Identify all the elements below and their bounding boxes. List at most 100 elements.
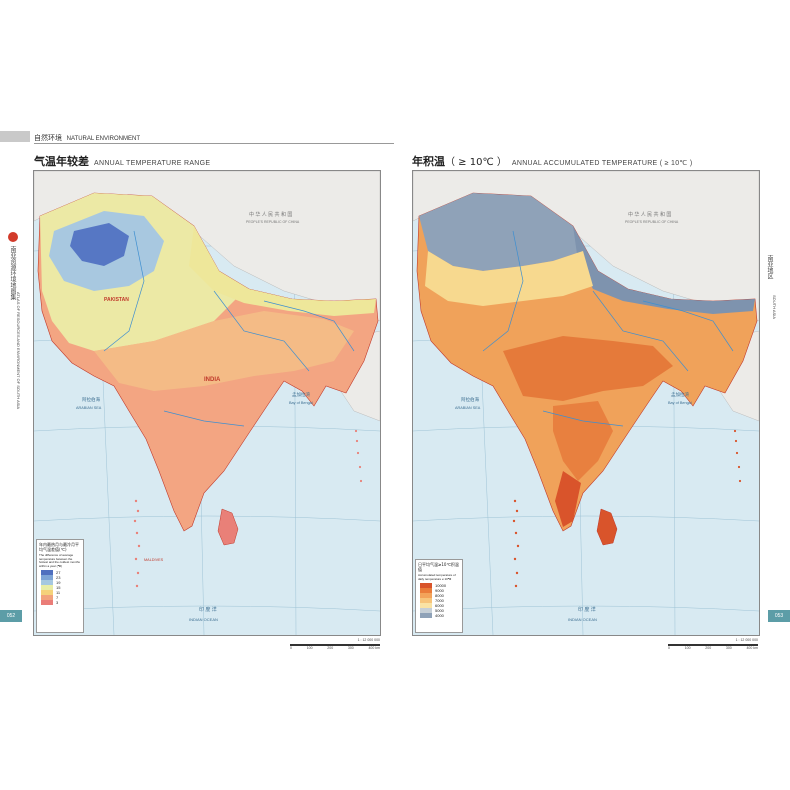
- right-legend-value: 5000: [435, 608, 444, 614]
- right-legend-value: 8000: [435, 593, 444, 599]
- label-arabian-en: ARABIAN SEA: [455, 406, 481, 410]
- right-legend-swatch: [420, 598, 432, 604]
- spine-region-zh: 南亚地区: [766, 255, 773, 279]
- sri-lanka: [217, 508, 239, 546]
- right-legend-value: 4000: [435, 613, 444, 619]
- right-legend-swatch: [420, 583, 432, 589]
- label-china-zh: 中 华 人 民 共 和 国: [628, 211, 671, 218]
- right-legend-item: 8000: [420, 593, 462, 599]
- right-scale-tick: 400 km: [746, 646, 758, 650]
- right-legend-swatches: 10000 9000 8000 7000 6000 5000 4000: [420, 583, 462, 619]
- left-legend-item: 11: [41, 590, 83, 596]
- left-legend-item: 7: [41, 595, 83, 601]
- left-scale-tick: 300: [347, 646, 354, 650]
- right-legend: 日平均气温≥10℃积温值 Accumulated temperature of …: [415, 559, 463, 633]
- left-scale-tick: 200: [327, 646, 334, 650]
- right-title-sym: （ ≥ 10℃ ）: [445, 157, 507, 168]
- right-legend-title-en: Accumulated temperature of daily tempera…: [418, 573, 456, 581]
- right-legend-item: 10000: [420, 583, 462, 589]
- spine-left: 南亚资源环境地图集 ATLAS OF RESOURCES AND ENVIRON…: [6, 232, 21, 462]
- right-legend-item: 6000: [420, 603, 462, 609]
- rivers: [482, 230, 734, 427]
- zone-hot: [503, 336, 673, 401]
- right-map: 中 华 人 民 共 和 国 PEOPLE'S REPUBLIC OF CHINA…: [412, 170, 760, 636]
- right-scale-tick: 200: [705, 646, 712, 650]
- page-header: 自然环境 NATURAL ENVIRONMENT: [0, 128, 790, 146]
- right-legend-swatch: [420, 608, 432, 614]
- left-legend-swatch: [41, 590, 53, 596]
- right-legend-item: 7000: [420, 598, 462, 604]
- left-legend-value: 15: [56, 585, 61, 591]
- header-section: 自然环境 NATURAL ENVIRONMENT: [34, 133, 140, 143]
- right-legend-value: 7000: [435, 598, 444, 604]
- label-china-en: PEOPLE'S REPUBLIC OF CHINA: [625, 220, 679, 224]
- zone-himalaya: [573, 226, 755, 314]
- label-pakistan: PAKISTAN: [104, 297, 129, 303]
- atlas-logo-icon: [8, 232, 18, 242]
- left-legend: 年内最热月与最冷月平均气温差值(℃) The difference of ave…: [36, 539, 84, 633]
- left-scale-tick: 400 km: [368, 646, 380, 650]
- rivers: [103, 230, 355, 427]
- maldives-islands: [133, 499, 141, 588]
- spine-right: 南亚地区 SOUTH ASIA: [764, 255, 778, 405]
- right-scale-tick: 300: [725, 646, 732, 650]
- left-scale-tick: 0: [290, 646, 292, 650]
- header-bar-left: [0, 131, 30, 142]
- label-india: INDIA: [204, 377, 221, 383]
- left-legend-item: 19: [41, 580, 83, 586]
- andaman-islands: [354, 429, 363, 483]
- right-legend-swatch: [420, 588, 432, 594]
- left-title-en: ANNUAL TEMPERATURE RANGE: [94, 160, 211, 167]
- label-indian-ocean-zh: 印 度 洋: [578, 606, 596, 613]
- right-scale-tick: 0: [668, 646, 670, 650]
- left-legend-item: 23: [41, 575, 83, 581]
- right-legend-swatch: [420, 613, 432, 619]
- left-legend-swatch: [41, 600, 53, 606]
- header-rule: [34, 143, 394, 144]
- label-bengal-zh: 孟加拉湾: [671, 391, 689, 398]
- right-title-en: ANNUAL ACCUMULATED TEMPERATURE ( ≥ 10℃ ): [511, 160, 693, 167]
- right-legend-value: 10000: [435, 583, 447, 589]
- spine-region-en: SOUTH ASIA: [772, 295, 777, 320]
- right-legend-item: 4000: [420, 613, 462, 619]
- maldives-islands: [512, 499, 520, 588]
- zone-hottest: [555, 471, 581, 527]
- page-number-left: 052: [0, 610, 22, 622]
- header-section-en: NATURAL ENVIRONMENT: [66, 136, 141, 142]
- left-legend-value: 27: [56, 570, 61, 576]
- label-bengal-zh: 孟加拉湾: [292, 391, 310, 398]
- header-section-zh: 自然环境: [34, 134, 62, 142]
- left-legend-swatches: 27 23 19 15 11 7 3: [41, 570, 83, 606]
- zone-hot-south: [553, 401, 613, 481]
- label-china-en: PEOPLE'S REPUBLIC OF CHINA: [246, 220, 300, 224]
- label-maldives: MALDIVES: [144, 558, 164, 562]
- left-legend-swatch: [41, 595, 53, 601]
- left-legend-title-en: The difference of average temperature be…: [39, 553, 80, 568]
- label-indian-ocean-en: INDIAN OCEAN: [189, 617, 218, 622]
- right-legend-item: 9000: [420, 588, 462, 594]
- label-arabian-zh: 阿拉伯海: [461, 396, 479, 403]
- left-legend-swatch: [41, 575, 53, 581]
- left-legend-value: 3: [56, 600, 59, 606]
- right-legend-title-zh: 日平均气温≥10℃积温值: [418, 562, 459, 572]
- left-legend-item: 27: [41, 570, 83, 576]
- right-legend-swatch: [420, 593, 432, 599]
- zone-mid-range: [94, 311, 354, 391]
- left-legend-title-zh: 年内最热月与最冷月平均气温差值(℃): [39, 542, 79, 552]
- label-china-zh: 中 华 人 民 共 和 国: [249, 211, 292, 218]
- right-legend-value: 9000: [435, 588, 444, 594]
- right-scale: 1 : 12 000 000 0 100 200 300 400 km: [668, 638, 758, 658]
- left-scale-tick: 100: [306, 646, 313, 650]
- page-number-right: 053: [768, 610, 790, 622]
- left-scale-ticks: 0 100 200 300 400 km: [290, 646, 380, 650]
- left-map-title: 气温年较差 ANNUAL TEMPERATURE RANGE: [34, 152, 210, 170]
- spine-atlas-en: ATLAS OF RESOURCES AND ENVIRONMENT OF SO…: [16, 292, 21, 410]
- right-map-canvas: 中 华 人 民 共 和 国 PEOPLE'S REPUBLIC OF CHINA…: [413, 171, 759, 635]
- right-scale-ticks: 0 100 200 300 400 km: [668, 646, 758, 650]
- left-legend-item: 3: [41, 600, 83, 606]
- right-scale-bar: [668, 644, 758, 646]
- left-legend-value: 23: [56, 575, 61, 581]
- zone-highest-range: [70, 223, 129, 266]
- right-legend-value: 6000: [435, 603, 444, 609]
- left-legend-item: 15: [41, 585, 83, 591]
